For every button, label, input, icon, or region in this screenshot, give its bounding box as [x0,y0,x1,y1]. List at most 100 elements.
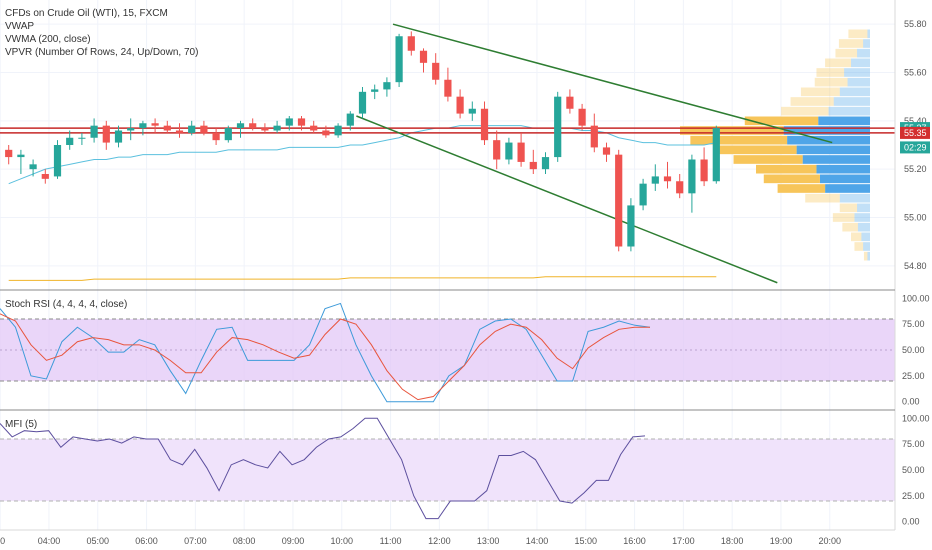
stoch-tick-label: 25.00 [902,371,925,381]
candle-body [566,96,574,109]
vp-bar-up [863,251,868,261]
vp-bar-up [835,48,858,58]
candle-body [29,164,37,170]
candle-body [639,183,647,206]
time-tick-label: 09:00 [282,536,305,546]
vp-bar-up [790,97,834,106]
vp-bar-down [839,193,870,203]
candle-body [590,125,598,148]
indicator-lines [0,23,895,284]
candles [5,31,720,252]
candle-body [371,89,379,92]
candle-body [676,181,684,194]
vp-bar-down [833,97,870,106]
candle-body [358,91,367,114]
main-legend: CFDs on Crude Oil (WTI), 15, FXCM VWAP V… [5,7,198,59]
trendline [356,115,778,284]
vp-bar-up [814,77,848,87]
price-tag-text: 02:29 [904,142,927,152]
time-tick-label: 20:00 [818,536,841,546]
time-tick-label: 17:00 [672,536,695,546]
candle-body [200,125,208,133]
vp-bar-up [777,184,826,193]
candle-body [529,161,537,170]
stoch-rsi-legend: Stoch RSI (4, 4, 4, 4, close) [5,299,128,310]
vp-bar-up [800,87,840,97]
mfi-legend: MFI (5) [5,419,38,430]
vp-bar-up [805,193,840,203]
time-tick-label: 00 [0,536,5,546]
vp-bar-down [863,39,870,48]
candle-body [90,125,98,138]
stoch-tick-label: 75.00 [902,319,925,329]
vp-bar-down [828,106,870,116]
candle-body [468,108,476,114]
vp-bar-up [763,174,820,184]
vp-bar-up [842,222,858,232]
vwap-line [8,125,717,185]
candle-body [517,142,525,162]
vp-bar-down [802,155,870,164]
price-tick-label: 54.80 [904,261,927,271]
candle-body [383,82,391,90]
candle-body [102,125,110,143]
vp-bar-up [832,213,855,222]
vp-bar-down [825,184,870,193]
mfi-band [0,438,895,502]
vp-bar-up [851,232,862,242]
vp-bar-down [863,242,870,251]
mfi-tick-label: 0.00 [902,517,920,527]
vp-bar-up [848,29,868,39]
candle-body [663,176,672,182]
chart-title: CFDs on Crude Oil (WTI), 15, FXCM [5,8,168,19]
price-tick-label: 55.80 [904,19,927,29]
candle-body [444,79,452,97]
candle-body [212,132,220,141]
legend-vwma: VWMA (200, close) [5,34,91,45]
vp-bar-down [783,126,870,135]
time-tick-label: 05:00 [86,536,109,546]
candle-body [322,130,330,136]
vp-bar-down [787,135,870,145]
time-tick-label: 15:00 [574,536,597,546]
stoch-k-line [0,302,651,403]
x-axis-labels: 00 04:00 05:00 06:00 07:00 08:00 09:00 10:00 11:… [0,536,841,546]
candle-body [249,123,257,129]
vp-bar-up [733,155,803,164]
candle-body [78,137,86,139]
candle-body [66,137,74,145]
time-tick-label: 10:00 [330,536,353,546]
candle-body [615,154,623,247]
candle-body [627,205,635,247]
volume-profile [680,29,870,261]
candle-body [602,147,611,155]
time-tick-label: 13:00 [477,536,500,546]
candle-body [41,174,49,179]
vp-bar-down [844,68,870,77]
mfi-line [0,417,646,520]
mfi-tick-label: 25.00 [902,491,925,501]
candle-body [285,118,293,126]
vp-bar-down [816,164,870,174]
candle-body [407,36,415,51]
candle-body [651,176,659,184]
vp-bar-down [867,251,870,261]
legend-vwap: VWAP [5,21,35,32]
candle-body [480,108,489,141]
price-tick-label: 55.40 [904,116,927,126]
vp-bar-up [680,126,784,135]
candle-body [346,113,354,126]
time-tick-label: 12:00 [428,536,451,546]
candle-body [310,125,318,131]
time-tick-label: 14:00 [526,536,549,546]
vp-bar-up [816,68,845,77]
candle-body [578,108,586,126]
time-tick-label: 19:00 [770,536,793,546]
mfi-tick-label: 100.00 [902,413,930,423]
vp-bar-down [857,48,870,58]
price-tag: 02:29 [900,141,930,154]
vp-bar-down [851,58,870,68]
candle-body [151,123,159,126]
candle-body [114,130,123,143]
